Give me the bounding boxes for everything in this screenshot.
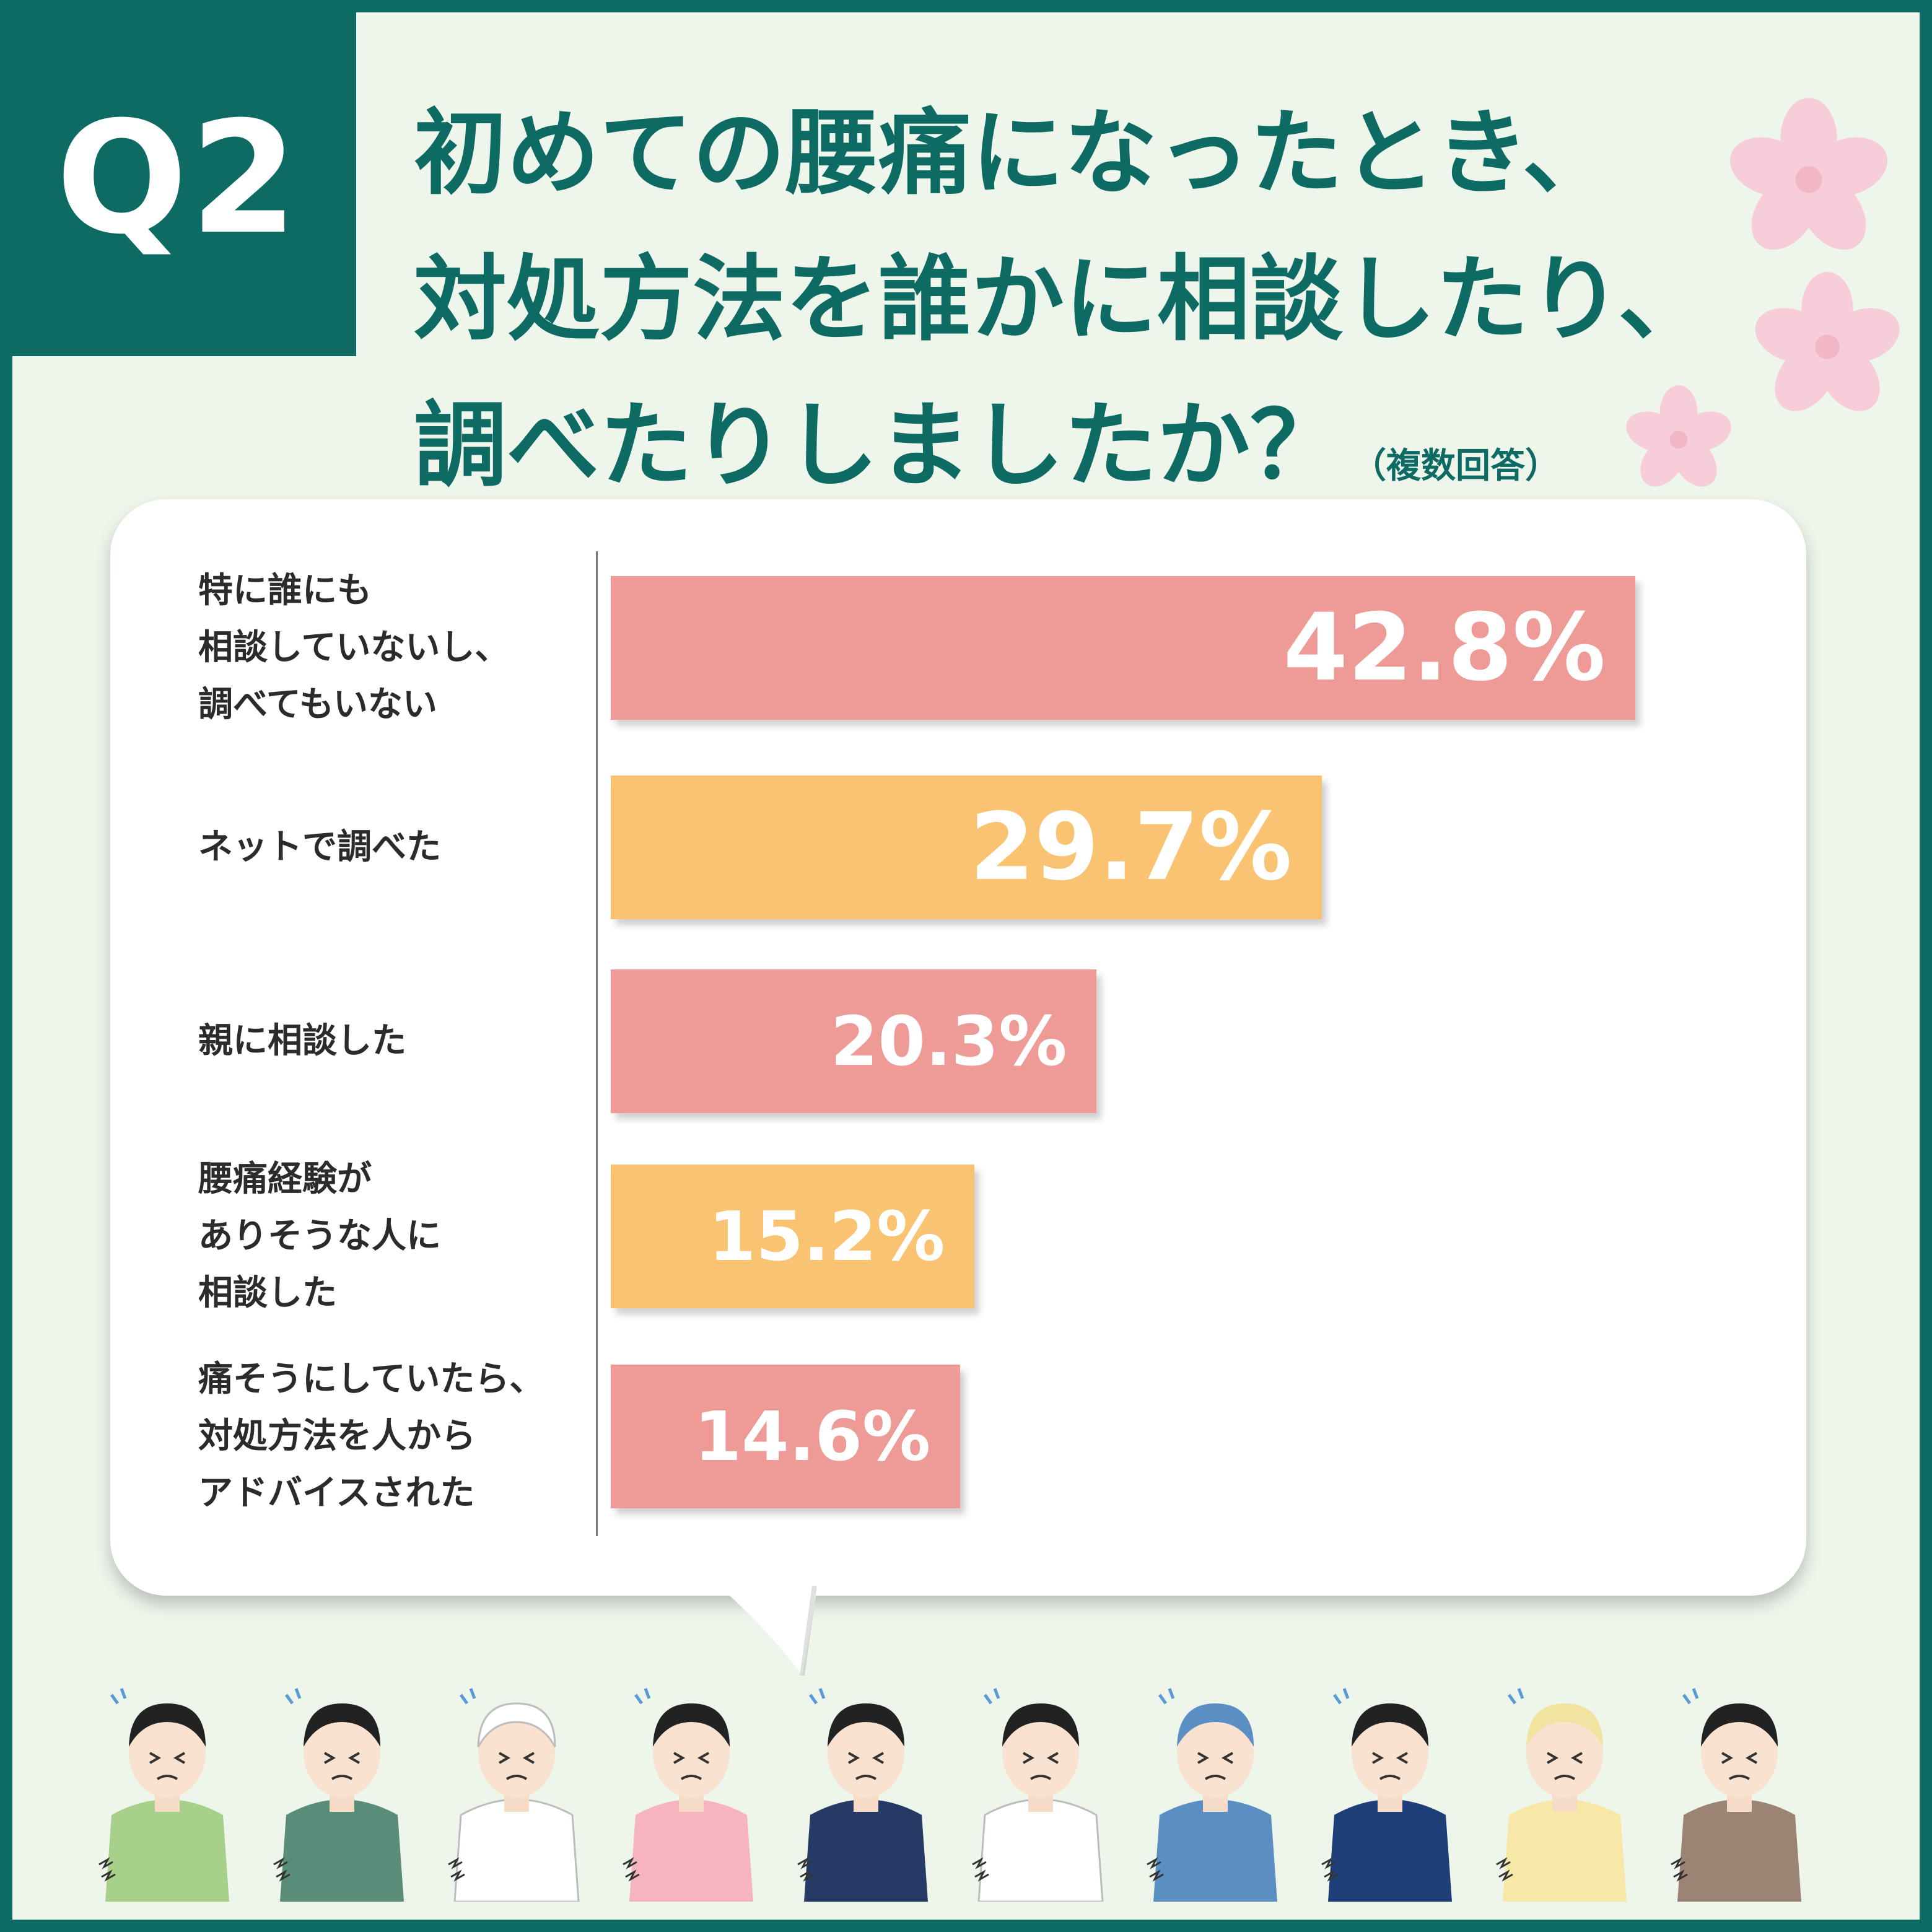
bar bbox=[611, 1365, 961, 1508]
nursery-apron-woman-icon bbox=[623, 1688, 753, 1902]
nurse-icon bbox=[972, 1688, 1104, 1902]
glasses-vest-man-icon bbox=[1671, 1688, 1801, 1902]
value-label: 15.2% bbox=[708, 1197, 945, 1276]
title-line-2: 対処方法を誰かに相談したり、 bbox=[414, 246, 1711, 354]
suit-man-icon bbox=[797, 1688, 928, 1902]
cherry-blossom-decoration bbox=[1626, 98, 1900, 487]
bar bbox=[611, 969, 1097, 1113]
title-line-1: 初めての腰痛になったとき、 bbox=[414, 100, 1615, 208]
headband-vest-man-icon bbox=[273, 1688, 404, 1902]
category-label: ネットで調べた bbox=[198, 827, 441, 867]
title-line-3: 調べたりしましたか？ （複数回答） bbox=[414, 373, 1900, 540]
workers-illustration bbox=[93, 1660, 1840, 1902]
question-title: 初めての腰痛になったとき、 対処方法を誰かに相談したり、 調べたりしましたか？（… bbox=[414, 81, 1900, 540]
chart-axis-line bbox=[596, 551, 598, 1536]
kitchen-staff-woman-icon bbox=[1496, 1688, 1627, 1902]
category-label: 腰痛経験が ありそうな人に 相談した bbox=[198, 1159, 441, 1313]
sakura-flower-icon bbox=[1626, 385, 1731, 487]
value-label: 20.3% bbox=[830, 1002, 1067, 1081]
question-badge: Q2 bbox=[0, 0, 356, 356]
chef-icon bbox=[448, 1688, 580, 1902]
staff-apron-woman-icon bbox=[98, 1688, 229, 1902]
sakura-flower-icon bbox=[1755, 272, 1900, 411]
speech-bubble-tail bbox=[719, 1586, 818, 1676]
multiple-answer-note: （複数回答） bbox=[1352, 446, 1560, 486]
category-label: 特に誰にも 相談していないし、 調べてもいない bbox=[198, 570, 510, 725]
value-label: 29.7% bbox=[969, 793, 1292, 901]
category-label: 親に相談した bbox=[198, 1021, 406, 1061]
worker-cap-man-icon bbox=[1147, 1688, 1277, 1902]
bar bbox=[611, 576, 1635, 720]
value-label: 14.6% bbox=[694, 1397, 931, 1476]
bar bbox=[611, 776, 1322, 919]
category-label: 痛そうにしていたら、 対処方法を人から アドバイスされた bbox=[198, 1359, 544, 1513]
office-woman-icon bbox=[1321, 1688, 1452, 1902]
title-line-3-text: 調べたりしましたか？ bbox=[414, 392, 1344, 500]
sakura-flower-icon bbox=[1729, 98, 1888, 250]
value-label: 42.8% bbox=[1283, 594, 1606, 702]
bar bbox=[611, 1165, 975, 1308]
